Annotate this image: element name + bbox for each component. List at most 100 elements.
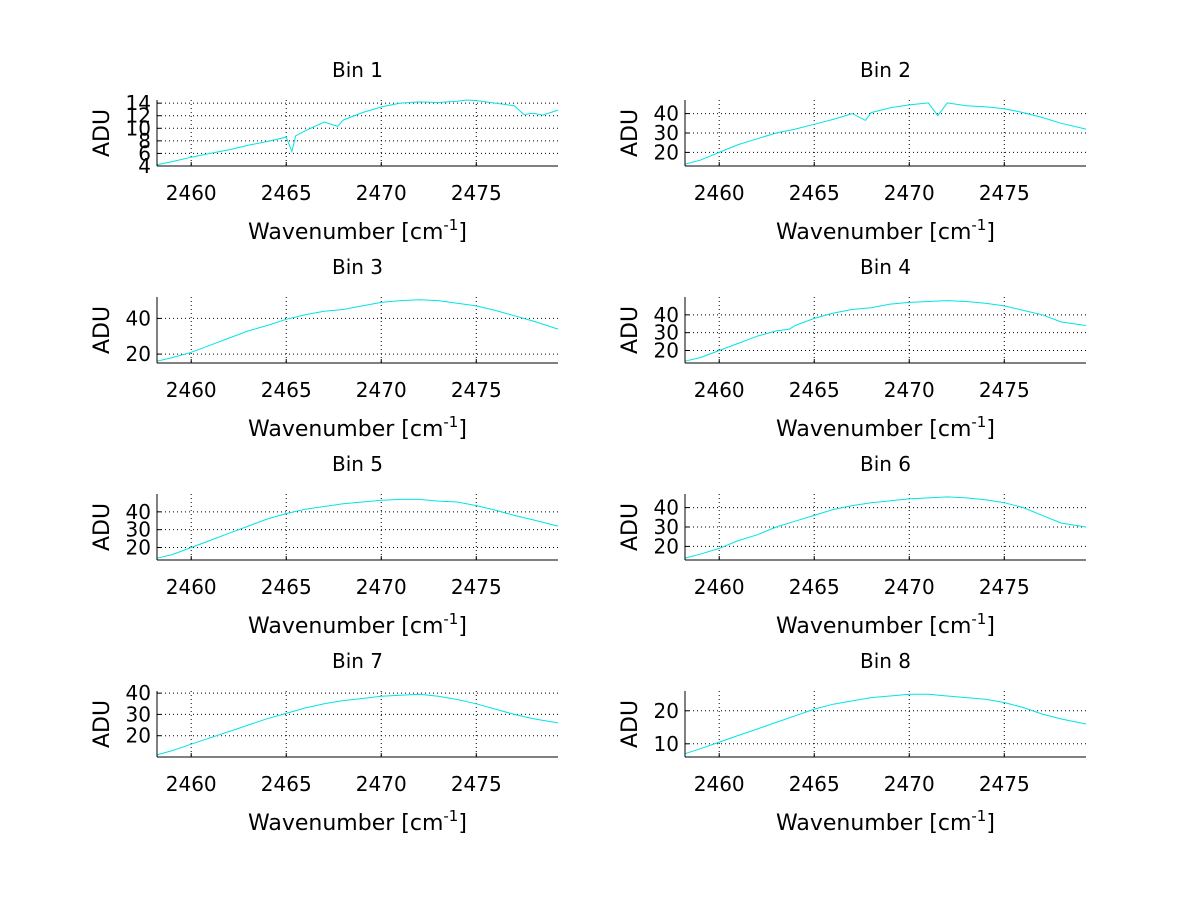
y-tick-label: 20 (654, 339, 679, 363)
axes-background (157, 494, 558, 560)
subplot-title: Bin 1 (332, 58, 383, 82)
series-line (684, 300, 1087, 362)
y-tick-label: 20 (654, 140, 679, 164)
x-tick-label: 2465 (261, 181, 312, 205)
y-tick-label: 4 (138, 154, 151, 178)
series-line (156, 99, 559, 166)
x-axis-label: Wavenumber [cm-1] (248, 413, 467, 442)
subplot-title: Bin 8 (860, 649, 911, 673)
y-tick-label: 12 (126, 104, 151, 128)
y-tick-label: 40 (654, 496, 679, 520)
y-tick-label: 40 (126, 500, 151, 524)
y-axis-label: ADU (618, 109, 643, 157)
y-tick-label: 40 (126, 681, 151, 705)
x-tick-label: 2475 (979, 378, 1030, 402)
x-tick-label: 2475 (979, 181, 1030, 205)
subplot-title: Bin 3 (332, 255, 383, 279)
x-axis-label-superscript: -1 (443, 610, 458, 628)
axes-background (157, 691, 558, 757)
series-line (684, 496, 1087, 559)
x-tick-label: 2470 (884, 772, 935, 796)
subplot-bin-3: 2460 2465 2470 2475 20 40 Bin 3 Wavenumber [cm-… (90, 255, 559, 442)
y-axis-label: ADU (90, 109, 115, 157)
x-axis-label-end: ] (458, 220, 467, 245)
axes-background (157, 100, 558, 166)
x-axis-label-text: Wavenumber [cm (776, 220, 971, 245)
y-tick-label: 20 (126, 536, 151, 560)
y-tick-label: 40 (654, 303, 679, 327)
x-tick-label: 2470 (356, 772, 407, 796)
y-tick-label: 10 (654, 732, 679, 756)
y-tick-label: 30 (126, 702, 151, 726)
y-tick-label: 30 (126, 518, 151, 542)
x-tick-label: 2470 (884, 181, 935, 205)
x-tick-label: 2460 (694, 378, 745, 402)
x-axis-label: Wavenumber [cm-1] (776, 610, 995, 639)
x-tick-label: 2475 (451, 575, 502, 599)
subplot-title: Bin 4 (860, 255, 911, 279)
x-tick-label: 2465 (789, 378, 840, 402)
x-axis-label: Wavenumber [cm-1] (776, 413, 995, 442)
x-tick-label: 2475 (451, 772, 502, 796)
series-line (684, 693, 1087, 755)
x-tick-label: 2475 (451, 181, 502, 205)
x-axis-label: Wavenumber [cm-1] (248, 610, 467, 639)
x-tick-label: 2475 (451, 378, 502, 402)
axes-background (685, 297, 1086, 363)
x-axis-label-end: ] (986, 811, 995, 836)
x-tick-label: 2460 (694, 575, 745, 599)
x-tick-label: 2470 (884, 378, 935, 402)
x-axis-label-text: Wavenumber [cm (248, 614, 443, 639)
subplot-title: Bin 2 (860, 58, 911, 82)
subplot-title: Bin 6 (860, 452, 911, 476)
x-axis-label-text: Wavenumber [cm (248, 220, 443, 245)
y-tick-label: 10 (126, 116, 151, 140)
x-axis-label-superscript: -1 (971, 610, 986, 628)
y-axis-label: ADU (618, 306, 643, 354)
y-axis-label: ADU (90, 306, 115, 354)
y-axis-label: ADU (90, 503, 115, 551)
x-axis-label: Wavenumber [cm-1] (248, 807, 467, 836)
y-axis-label: ADU (618, 700, 643, 748)
subplot-title: Bin 5 (332, 452, 383, 476)
x-axis-label: Wavenumber [cm-1] (776, 807, 995, 836)
x-tick-label: 2475 (979, 575, 1030, 599)
x-axis-label-superscript: -1 (443, 807, 458, 825)
series-line (684, 102, 1087, 165)
x-tick-label: 2470 (356, 575, 407, 599)
y-tick-label: 40 (126, 306, 151, 330)
y-tick-label: 30 (654, 515, 679, 539)
y-axis-label: ADU (618, 503, 643, 551)
y-tick-label: 20 (654, 534, 679, 558)
y-tick-label: 20 (654, 699, 679, 723)
x-tick-label: 2465 (261, 378, 312, 402)
axes-background (157, 297, 558, 363)
x-axis-label-end: ] (458, 811, 467, 836)
x-axis-label-superscript: -1 (971, 216, 986, 234)
x-tick-label: 2475 (979, 772, 1030, 796)
axes-background (685, 691, 1086, 757)
subplot-bin-8: 2460 2465 2470 2475 10 20 Bin 8 Wavenumber [cm-… (618, 649, 1087, 836)
series-line (156, 498, 559, 559)
x-tick-label: 2470 (356, 378, 407, 402)
y-tick-label: 20 (126, 342, 151, 366)
x-tick-label: 2465 (789, 575, 840, 599)
x-axis-label-end: ] (986, 417, 995, 442)
x-tick-label: 2465 (789, 772, 840, 796)
x-axis-label-text: Wavenumber [cm (248, 417, 443, 442)
y-tick-label: 20 (126, 724, 151, 748)
x-axis-label-text: Wavenumber [cm (776, 417, 971, 442)
x-tick-label: 2470 (356, 181, 407, 205)
y-tick-label: 8 (138, 129, 151, 153)
x-axis-label-text: Wavenumber [cm (776, 811, 971, 836)
x-axis-label-superscript: -1 (971, 413, 986, 431)
x-tick-label: 2460 (166, 181, 217, 205)
x-tick-label: 2470 (884, 575, 935, 599)
subplot-title: Bin 7 (332, 649, 383, 673)
